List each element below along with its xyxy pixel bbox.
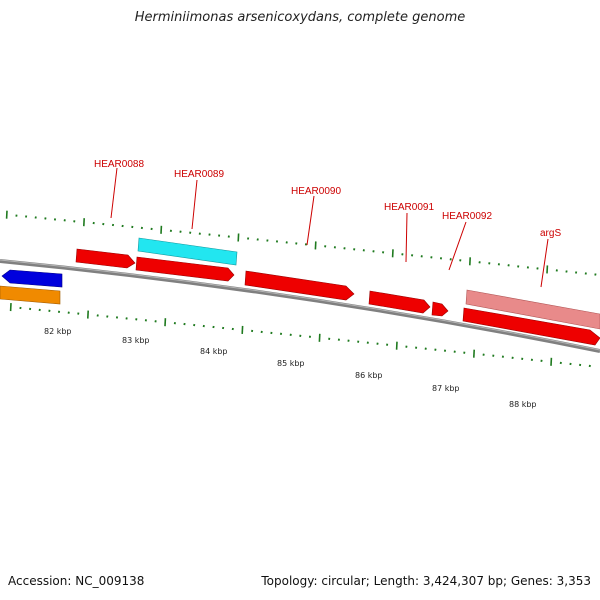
- gene-arrow-red[interactable]: [135, 256, 235, 282]
- ruler-label: 87 kbp: [432, 384, 460, 393]
- ruler-label: 86 kbp: [355, 371, 383, 380]
- callout-hear0089: [191, 179, 198, 230]
- gene-label-hear0090: HEAR0090: [291, 186, 341, 197]
- ruler-label: 83 kbp: [122, 336, 150, 345]
- genome-title: Herminiimonas arsenicoxydans, complete g…: [134, 10, 466, 25]
- gene-arrow-hear0090[interactable]: [244, 270, 355, 301]
- gene-arrow-hear0092[interactable]: [431, 301, 449, 317]
- gene-arrow-hear0091[interactable]: [368, 290, 431, 314]
- label-callouts: [110, 167, 549, 288]
- callout-args: [540, 238, 549, 288]
- gene-label-hear0089: HEAR0089: [174, 169, 224, 180]
- inner-tick-row: [9, 303, 591, 368]
- accession-text: Accession: NC_009138: [8, 574, 145, 588]
- gene-track: [0, 237, 600, 346]
- genome-backbone-highlight: [0, 259, 600, 351]
- callout-hear0090: [306, 195, 315, 246]
- gene-label-args: argS: [540, 228, 561, 239]
- genome-backbone: [0, 259, 600, 353]
- ruler-label: 82 kbp: [44, 327, 72, 336]
- gene-arrow-blue[interactable]: [1, 269, 63, 288]
- ruler-label: 88 kbp: [509, 400, 537, 409]
- gene-box-args[interactable]: [465, 289, 600, 330]
- gene-box-hear0089[interactable]: [137, 237, 238, 266]
- ruler-label: 85 kbp: [277, 359, 305, 368]
- callout-hear0092: [448, 221, 467, 271]
- gene-label-hear0091: HEAR0091: [384, 202, 434, 213]
- gene-arrow-red-last[interactable]: [462, 307, 600, 346]
- gene-label-hear0088: HEAR0088: [94, 159, 144, 170]
- gene-arrow-hear0088[interactable]: [75, 248, 136, 269]
- gene-label-hear0092: HEAR0092: [442, 211, 492, 222]
- callout-hear0091: [405, 212, 408, 263]
- callout-hear0088: [110, 167, 118, 219]
- ruler-label: 84 kbp: [200, 347, 228, 356]
- outer-tick-row: [5, 210, 597, 276]
- gene-box-orange[interactable]: [0, 285, 61, 305]
- genome-summary-text: Topology: circular; Length: 3,424,307 bp…: [261, 574, 591, 588]
